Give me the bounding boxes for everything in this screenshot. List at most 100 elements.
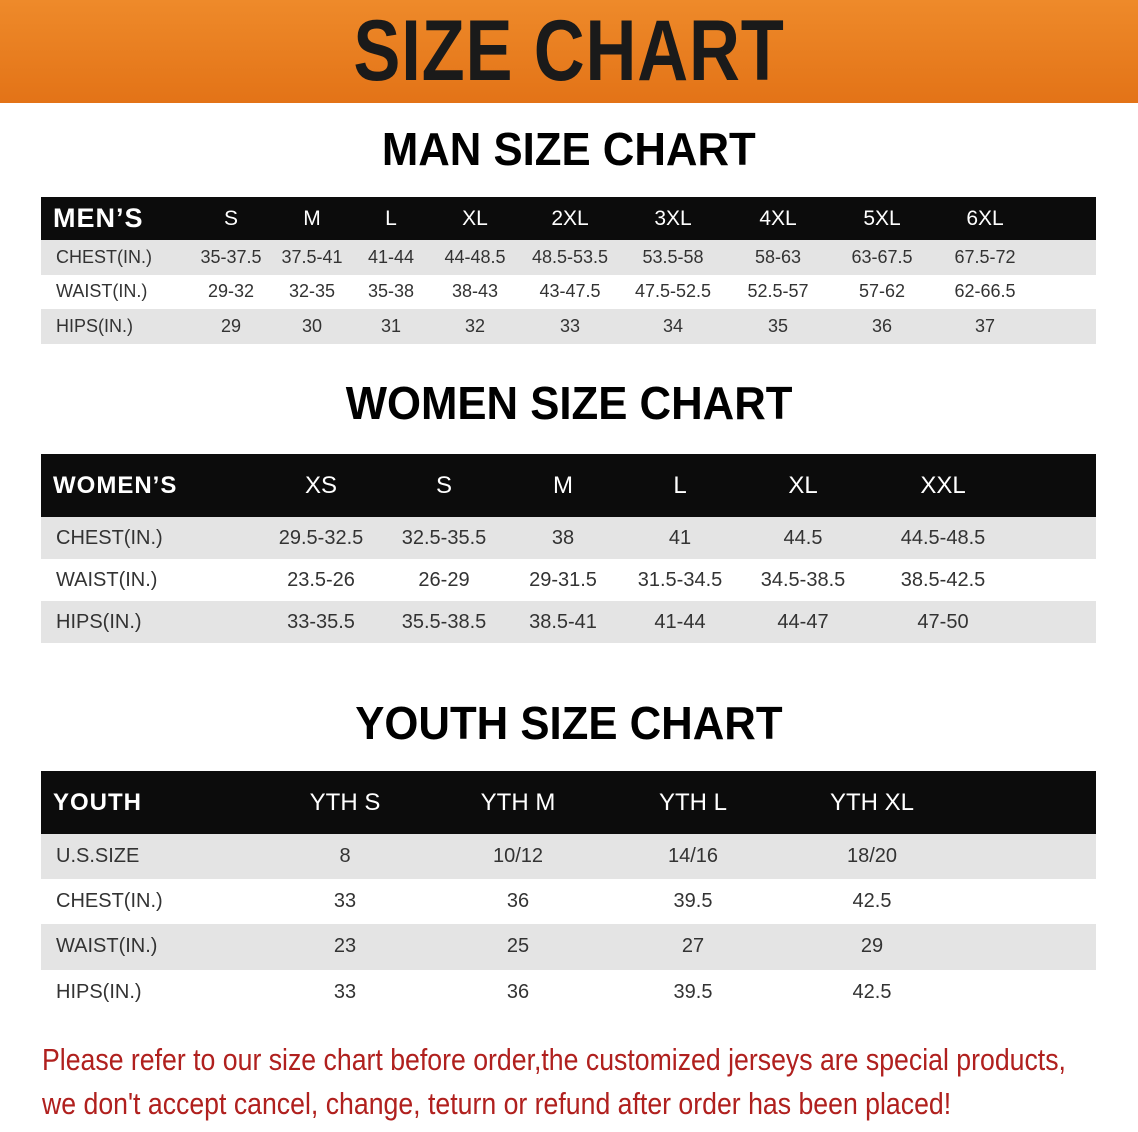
table-row: HIPS(IN.) 29 30 31 32 33 34 35 36 37 <box>41 309 1096 344</box>
size-header: XS <box>260 454 382 517</box>
size-value: 23.5-26 <box>260 559 382 601</box>
table-header-label: MEN’S <box>41 197 190 240</box>
size-value: 36 <box>830 309 934 344</box>
size-value: 30 <box>272 309 352 344</box>
row-label: CHEST(IN.) <box>41 879 260 925</box>
row-label: CHEST(IN.) <box>41 517 260 559</box>
size-header: L <box>352 197 430 240</box>
size-value: 35-38 <box>352 274 430 310</box>
size-value: 57-62 <box>830 274 934 310</box>
size-value: 47-50 <box>866 601 1020 643</box>
size-value: 31 <box>352 309 430 344</box>
size-header: 6XL <box>934 197 1036 240</box>
row-label: HIPS(IN.) <box>41 309 190 344</box>
size-header: 4XL <box>726 197 830 240</box>
size-value: 33-35.5 <box>260 601 382 643</box>
size-value: 63-67.5 <box>830 240 934 275</box>
size-value: 10/12 <box>430 834 606 880</box>
table-row: CHEST(IN.) 35-37.5 37.5-41 41-44 44-48.5 48.5… <box>41 240 1096 275</box>
youth-size-table: YOUTH YTH S YTH M YTH L YTH XL U.S.SIZE 8 10/12… <box>41 771 1096 1015</box>
size-value: 29 <box>780 924 964 970</box>
header-row: MEN’S S M L XL 2XL 3XL 4XL 5XL 6XL <box>41 197 1096 240</box>
size-value: 34.5-38.5 <box>740 559 866 601</box>
size-value: 8 <box>260 834 430 880</box>
banner-title: SIZE CHART <box>353 3 785 99</box>
header-row: YOUTH YTH S YTH M YTH L YTH XL <box>41 771 1096 834</box>
size-header: S <box>382 454 506 517</box>
size-header: XXL <box>866 454 1020 517</box>
size-header: YTH M <box>430 771 606 834</box>
banner: SIZE CHART <box>0 0 1138 103</box>
row-label: CHEST(IN.) <box>41 240 190 275</box>
size-value: 32-35 <box>272 274 352 310</box>
size-value: 48.5-53.5 <box>520 240 620 275</box>
row-label: HIPS(IN.) <box>41 601 260 643</box>
size-value: 41 <box>620 517 740 559</box>
size-header: 5XL <box>830 197 934 240</box>
size-value: 38-43 <box>430 274 520 310</box>
youth-section-title: YOUTH SIZE CHART <box>355 697 783 749</box>
size-value: 14/16 <box>606 834 780 880</box>
notice-line-1: Please refer to our size chart before or… <box>42 1042 1066 1077</box>
size-value: 41-44 <box>620 601 740 643</box>
table-row: WAIST(IN.) 29-32 32-35 35-38 38-43 43-47.5 47.… <box>41 274 1096 310</box>
size-value: 58-63 <box>726 240 830 275</box>
size-header: XL <box>430 197 520 240</box>
row-label: HIPS(IN.) <box>41 969 260 1015</box>
size-value: 37 <box>934 309 1036 344</box>
size-value: 33 <box>520 309 620 344</box>
size-value: 31.5-34.5 <box>620 559 740 601</box>
table-row: WAIST(IN.) 23.5-26 26-29 29-31.5 31.5-34.5 34… <box>41 559 1096 601</box>
size-value: 33 <box>260 879 430 925</box>
size-value: 25 <box>430 924 606 970</box>
size-value: 44-48.5 <box>430 240 520 275</box>
size-value: 29-32 <box>190 274 272 310</box>
size-value: 18/20 <box>780 834 964 880</box>
size-header: M <box>272 197 352 240</box>
size-value: 29 <box>190 309 272 344</box>
order-notice: Please refer to our size chart before or… <box>42 1038 1066 1126</box>
size-header: 3XL <box>620 197 726 240</box>
size-value: 67.5-72 <box>934 240 1036 275</box>
row-label: WAIST(IN.) <box>41 924 260 970</box>
size-value: 44.5 <box>740 517 866 559</box>
row-label: U.S.SIZE <box>41 834 260 880</box>
size-value: 39.5 <box>606 969 780 1015</box>
size-value: 44-47 <box>740 601 866 643</box>
size-value: 32 <box>430 309 520 344</box>
size-header: YTH XL <box>780 771 964 834</box>
size-header: S <box>190 197 272 240</box>
size-value: 44.5-48.5 <box>866 517 1020 559</box>
women-section-title: WOMEN SIZE CHART <box>345 377 793 429</box>
size-value: 36 <box>430 969 606 1015</box>
table-header-label: YOUTH <box>41 771 260 834</box>
row-label: WAIST(IN.) <box>41 274 190 310</box>
men-section-title: MAN SIZE CHART <box>382 123 756 175</box>
size-value: 33 <box>260 969 430 1015</box>
size-value: 26-29 <box>382 559 506 601</box>
table-row: HIPS(IN.) 33-35.5 35.5-38.5 38.5-41 41-44 44-… <box>41 601 1096 643</box>
size-value: 43-47.5 <box>520 274 620 310</box>
table-row: U.S.SIZE 8 10/12 14/16 18/20 <box>41 834 1096 880</box>
table-row: CHEST(IN.) 29.5-32.5 32.5-35.5 38 41 44.5 44.5… <box>41 517 1096 559</box>
size-header: M <box>506 454 620 517</box>
size-value: 23 <box>260 924 430 970</box>
size-value: 29-31.5 <box>506 559 620 601</box>
size-value: 35.5-38.5 <box>382 601 506 643</box>
size-value: 32.5-35.5 <box>382 517 506 559</box>
header-row: WOMEN’S XS S M L XL XXL <box>41 454 1096 517</box>
size-value: 29.5-32.5 <box>260 517 382 559</box>
size-value: 42.5 <box>780 969 964 1015</box>
size-value: 62-66.5 <box>934 274 1036 310</box>
table-header-label: WOMEN’S <box>41 454 260 517</box>
size-value: 39.5 <box>606 879 780 925</box>
women-size-table: WOMEN’S XS S M L XL XXL CHEST(IN.) 29.5-32.5 32.5… <box>41 454 1096 643</box>
size-value: 38.5-42.5 <box>866 559 1020 601</box>
size-value: 35-37.5 <box>190 240 272 275</box>
men-size-table: MEN’S S M L XL 2XL 3XL 4XL 5XL 6XL CHEST(IN.) 35-37… <box>41 197 1096 344</box>
size-value: 47.5-52.5 <box>620 274 726 310</box>
size-value: 34 <box>620 309 726 344</box>
size-value: 36 <box>430 879 606 925</box>
size-header: YTH L <box>606 771 780 834</box>
size-header: XL <box>740 454 866 517</box>
